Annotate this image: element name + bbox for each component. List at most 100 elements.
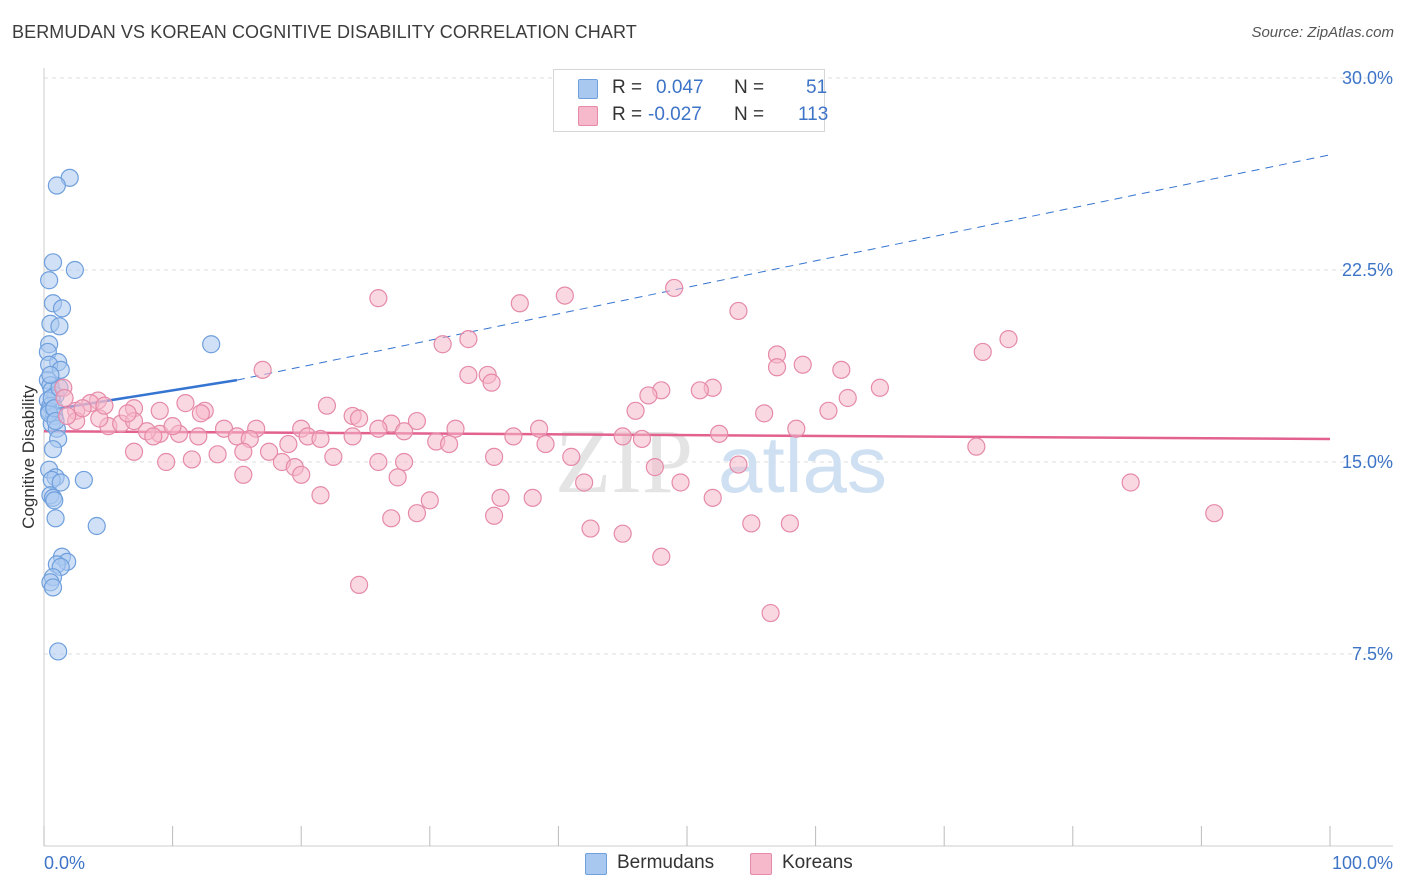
point-bermudans — [50, 317, 69, 336]
point-koreans — [690, 381, 709, 400]
y-tick-label: 7.5% — [1352, 644, 1393, 664]
point-koreans — [459, 365, 478, 385]
point-koreans — [581, 519, 600, 538]
point-koreans — [317, 396, 337, 415]
point-koreans — [253, 360, 272, 379]
point-koreans — [703, 488, 722, 507]
chart-title: BERMUDAN VS KOREAN COGNITIVE DISABILITY … — [12, 22, 637, 42]
point-koreans — [343, 427, 362, 446]
point-koreans — [311, 429, 330, 449]
tick-labels: 7.5% 15.0% 22.5% 30.0% 0.0% 100.0% — [44, 68, 1393, 873]
point-koreans — [613, 524, 632, 543]
point-koreans — [124, 442, 144, 461]
point-bermudans — [202, 335, 221, 354]
point-bermudans — [87, 516, 106, 536]
point-koreans — [485, 506, 504, 525]
point-koreans — [439, 434, 459, 454]
point-koreans — [645, 458, 664, 477]
point-koreans — [118, 404, 137, 423]
point-koreans — [157, 452, 176, 472]
point-koreans — [639, 386, 658, 405]
legend-swatch-bermudans — [578, 79, 598, 99]
point-bermudans — [43, 440, 63, 459]
point-koreans — [838, 388, 857, 408]
point-koreans — [555, 286, 574, 305]
point-bermudans — [40, 271, 59, 290]
point-koreans — [234, 465, 253, 484]
x-tick-label: 100.0% — [1332, 853, 1393, 873]
point-bermudans — [43, 578, 63, 597]
point-koreans — [510, 294, 529, 313]
point-koreans — [870, 378, 890, 397]
legend-r-value: -0.027 — [648, 104, 702, 125]
point-koreans — [491, 488, 510, 507]
point-bermudans — [47, 176, 66, 195]
y-tick-label: 30.0% — [1342, 68, 1393, 88]
point-koreans — [73, 399, 92, 418]
legend-n-label: N = — [734, 77, 765, 98]
point-koreans — [482, 373, 501, 392]
point-koreans — [819, 401, 838, 420]
point-koreans — [793, 355, 812, 374]
point-koreans — [311, 486, 330, 505]
legend-n-value: 51 — [806, 77, 828, 98]
point-koreans — [292, 465, 311, 484]
point-bermudans — [51, 473, 70, 492]
y-axis-label: Cognitive Disability — [19, 385, 38, 529]
legend-n-value: 113 — [798, 104, 829, 125]
point-koreans — [324, 447, 343, 466]
point-bermudans — [52, 299, 72, 318]
point-koreans — [967, 437, 986, 456]
legend-row-bermudans: R = 0.047 N = 51 — [578, 76, 828, 100]
point-koreans — [369, 289, 388, 308]
legend-row-koreans: R = -0.027 N = 113 — [578, 103, 828, 127]
stats-legend: R = 0.047 N = 51 R = -0.027 N = 113 — [553, 69, 828, 132]
point-koreans — [632, 429, 652, 449]
trend-lines — [43, 154, 1331, 441]
point-bermudans — [46, 509, 65, 528]
point-koreans — [163, 417, 182, 436]
point-koreans — [407, 504, 427, 523]
point-koreans — [613, 427, 632, 446]
point-koreans — [388, 468, 407, 487]
point-koreans — [575, 473, 594, 492]
gridlines — [44, 77, 1393, 655]
point-koreans — [523, 488, 542, 507]
legend-r-label: R = — [612, 77, 643, 98]
point-koreans — [780, 514, 799, 533]
point-koreans — [665, 278, 684, 298]
point-koreans — [1121, 473, 1140, 492]
point-koreans — [259, 442, 279, 461]
point-koreans — [182, 450, 201, 469]
point-koreans — [755, 404, 774, 423]
point-koreans — [536, 434, 555, 454]
point-koreans — [652, 547, 671, 566]
point-koreans — [1205, 504, 1224, 523]
point-koreans — [279, 434, 298, 454]
x-tick-label: 0.0% — [44, 853, 85, 873]
bottom-legend-label: Koreans — [782, 852, 853, 873]
point-koreans — [234, 442, 253, 461]
bottom-legend-swatch-koreans — [750, 853, 772, 875]
point-koreans — [761, 603, 780, 623]
point-koreans — [58, 406, 77, 426]
point-koreans — [369, 452, 388, 472]
legend-n-label: N = — [734, 104, 765, 125]
point-koreans — [504, 427, 523, 446]
point-koreans — [729, 301, 748, 321]
source-label: Source: ZipAtlas.com — [1251, 24, 1394, 41]
point-koreans — [459, 330, 478, 349]
point-bermudans — [65, 260, 84, 280]
point-koreans — [349, 409, 369, 428]
legend-swatch-koreans — [578, 106, 598, 126]
point-koreans — [729, 455, 748, 474]
point-koreans — [349, 575, 369, 594]
point-bermudans — [45, 491, 64, 510]
point-koreans — [55, 388, 74, 408]
point-koreans — [394, 452, 414, 472]
data-points — [38, 168, 1224, 661]
point-koreans — [144, 427, 163, 446]
point-koreans — [671, 473, 690, 492]
point-koreans — [369, 419, 388, 438]
